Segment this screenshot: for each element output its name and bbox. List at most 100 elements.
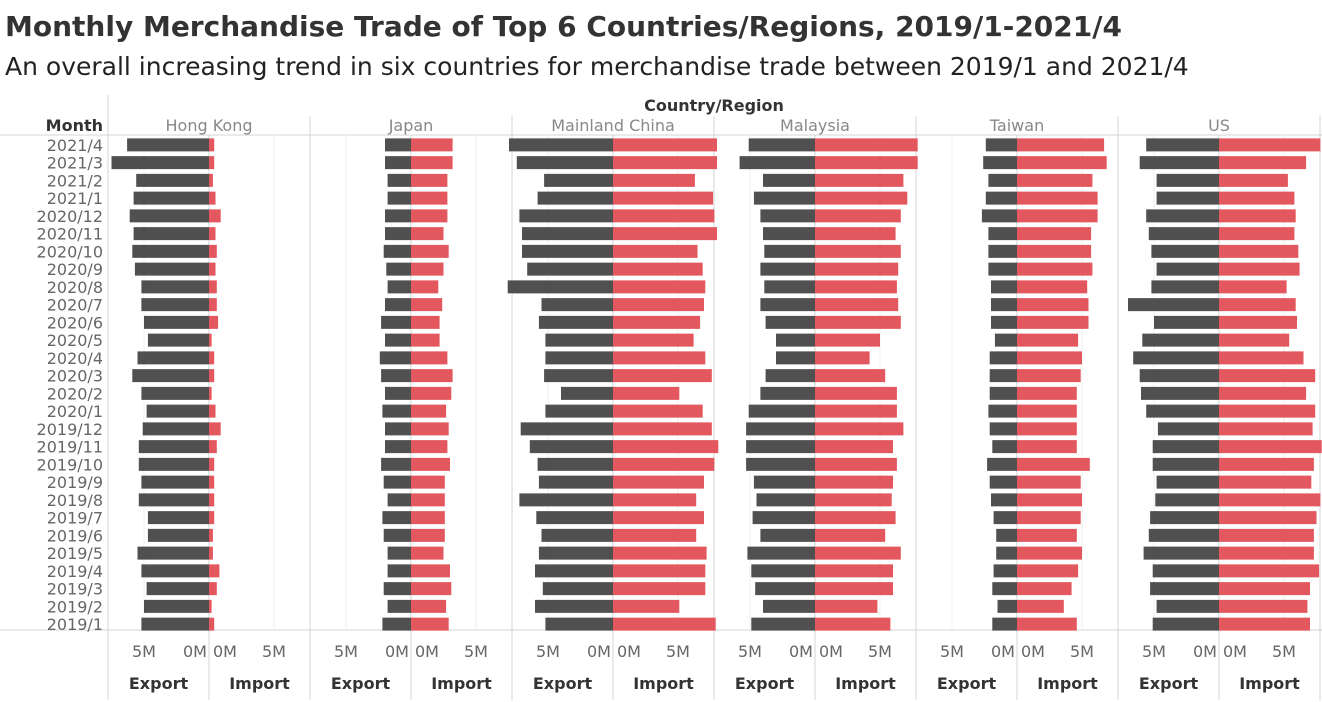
bar-layer (111, 138, 1322, 631)
month-label: 2020/8 (47, 278, 103, 297)
import-bar (209, 227, 216, 241)
import-bar (1017, 315, 1089, 329)
import-bar (209, 333, 212, 347)
month-label: 2020/11 (37, 225, 103, 244)
import-bar (209, 298, 217, 312)
export-bar (989, 386, 1017, 400)
import-bar (613, 457, 715, 471)
panel-label: US (1208, 116, 1230, 135)
import-bar (613, 209, 715, 223)
import-bar (411, 528, 445, 542)
import-bar (613, 511, 704, 525)
export-bar (545, 351, 613, 365)
export-bar (387, 599, 411, 613)
import-bar (1017, 582, 1072, 596)
tick-label: 0M (789, 642, 813, 661)
import-bar (1219, 262, 1300, 276)
tick-label: 5M (262, 642, 286, 661)
import-bar (1219, 493, 1321, 507)
import-bar (1219, 457, 1314, 471)
export-bar (988, 244, 1017, 258)
import-bar (1017, 599, 1064, 613)
export-bar (756, 493, 815, 507)
export-bar (776, 333, 815, 347)
import-bar (411, 511, 445, 525)
month-label: 2020/4 (47, 349, 103, 368)
export-bar (739, 156, 815, 170)
export-bar (1152, 457, 1219, 471)
import-bar (209, 404, 216, 418)
import-bar (1017, 564, 1079, 578)
month-label: 2019/7 (47, 509, 103, 528)
export-bar (981, 209, 1017, 223)
export-bar (748, 404, 815, 418)
panel-label: Japan (388, 116, 434, 135)
export-bar (522, 227, 613, 241)
export-bar (134, 262, 209, 276)
export-bar (760, 386, 815, 400)
month-label: 2019/5 (47, 544, 103, 563)
export-bar (1155, 493, 1219, 507)
export-bar (1146, 404, 1219, 418)
export-bar (133, 191, 209, 205)
chart-title: Monthly Merchandise Trade of Top 6 Count… (5, 10, 1122, 43)
import-bar (1219, 280, 1287, 294)
export-bar (385, 333, 411, 347)
import-bar (1017, 369, 1081, 383)
export-bar (385, 227, 411, 241)
export-bar (138, 493, 209, 507)
export-bar (535, 564, 613, 578)
tick-label: 5M (1142, 642, 1166, 661)
import-bar (613, 369, 712, 383)
export-bar (996, 546, 1017, 560)
import-bar (1219, 227, 1295, 241)
export-bar (538, 546, 613, 560)
export-bar (760, 528, 815, 542)
export-bar (142, 422, 209, 436)
import-bar (209, 599, 212, 613)
import-bar (1017, 156, 1107, 170)
import-bar (209, 440, 217, 454)
export-bar (138, 457, 209, 471)
month-label: 2021/1 (47, 189, 103, 208)
import-bar (1219, 244, 1299, 258)
month-label: 2020/2 (47, 384, 103, 403)
import-bar (815, 244, 901, 258)
export-bar (385, 386, 411, 400)
import-bar (815, 262, 899, 276)
import-bar (613, 422, 712, 436)
export-bar (522, 244, 613, 258)
export-bar (141, 386, 209, 400)
export-bar (545, 333, 613, 347)
export-bar (747, 546, 815, 560)
export-bar (776, 351, 815, 365)
export-bar (385, 156, 411, 170)
tick-label: 5M (738, 642, 762, 661)
month-label: 2019/9 (47, 473, 103, 492)
import-bar (613, 564, 706, 578)
export-bar (1150, 511, 1219, 525)
export-bar (146, 404, 209, 418)
export-bar (516, 156, 613, 170)
export-bar (991, 315, 1017, 329)
export-bar (382, 511, 411, 525)
export-bar (1139, 369, 1219, 383)
import-bar (1219, 582, 1310, 596)
export-bar (132, 244, 209, 258)
export-bar (985, 191, 1017, 205)
import-bar (1219, 156, 1307, 170)
measure-label-import: Import (835, 674, 896, 693)
import-bar (815, 582, 893, 596)
import-bar (613, 315, 701, 329)
import-bar (411, 369, 453, 383)
import-bar (1017, 280, 1088, 294)
import-bar (1017, 173, 1093, 187)
export-bar (753, 475, 815, 489)
export-bar (542, 582, 613, 596)
export-bar (992, 617, 1017, 631)
panel-label: Mainland China (551, 116, 675, 135)
import-bar (1017, 546, 1082, 560)
export-bar (763, 599, 815, 613)
import-bar (209, 546, 213, 560)
export-bar (385, 422, 411, 436)
